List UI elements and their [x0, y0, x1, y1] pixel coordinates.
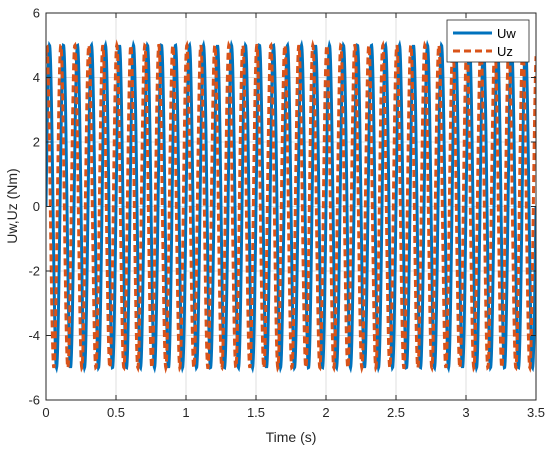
legend-label-uw: Uw — [497, 26, 516, 41]
legend: Uw Uz — [446, 19, 530, 63]
x-tick-label: 2.5 — [387, 405, 405, 420]
y-tick-label: -2 — [28, 264, 40, 279]
y-tick-labels: -6 -4 -2 0 2 4 6 — [28, 6, 40, 408]
y-tick-label: -4 — [28, 328, 40, 343]
tick-marks — [45, 12, 537, 401]
x-tick-label: 3 — [462, 405, 469, 420]
x-tick-label: 3.5 — [527, 405, 545, 420]
y-tick-label: 2 — [33, 135, 40, 150]
series-line-uz — [46, 39, 536, 374]
series-layer — [46, 39, 536, 374]
legend-box — [446, 19, 530, 63]
x-tick-label: 1.5 — [247, 405, 265, 420]
y-tick-label: 6 — [33, 6, 40, 21]
x-tick-label: 0.5 — [107, 405, 125, 420]
x-axis-label: Time (s) — [266, 429, 317, 445]
x-tick-labels: 0 0.5 1 1.5 2 2.5 3 3.5 — [42, 405, 545, 420]
x-tick-label: 1 — [182, 405, 189, 420]
y-tick-label: -6 — [28, 393, 40, 408]
x-tick-label: 0 — [42, 405, 49, 420]
y-tick-label: 4 — [33, 70, 40, 85]
legend-label-uz: Uz — [497, 44, 513, 59]
y-tick-label: 0 — [33, 199, 40, 214]
x-tick-label: 2 — [322, 405, 329, 420]
y-axis-label: Uw,Uz (Nm) — [4, 168, 20, 243]
